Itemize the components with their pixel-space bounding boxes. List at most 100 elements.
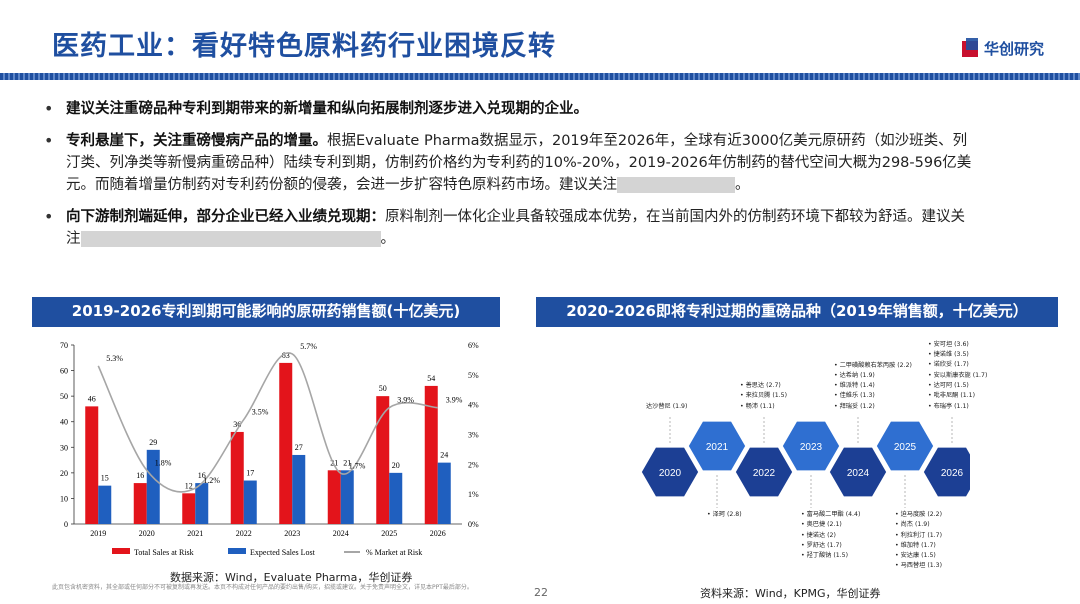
y2-tick-label: 4% <box>468 401 479 410</box>
bar-total-sales <box>279 362 293 524</box>
left-panel-divider <box>32 325 500 327</box>
y-tick-label: 10 <box>60 494 68 503</box>
bar-value-label: 63 <box>282 351 290 360</box>
drug-item: • 来拉贝腾 (1.5) <box>740 392 788 400</box>
drug-item: • 利拉利汀 (1.7) <box>895 531 943 539</box>
patent-timeline: 2020 2021 2022 2023 2024 2025 2026 <box>630 330 982 574</box>
bar-expected-lost <box>292 454 306 524</box>
drug-item: • 奥巴捷 (2.1) <box>801 521 842 529</box>
drug-item: • 马西替坦 (1.3) <box>895 562 943 570</box>
pct-market-line <box>97 352 438 493</box>
brand-logo-icon <box>961 37 978 57</box>
year-label: 2022 <box>753 468 776 479</box>
bar-value-label: 36 <box>233 420 241 429</box>
bullet-list: • 建议关注重磅品种专利到期带来的新增量和纵向拓展制剂逐步进入兑现期的企业。 •… <box>44 98 974 260</box>
year-hexagon <box>640 446 700 498</box>
bar-expected-lost <box>146 449 160 524</box>
bar-value-label: 54 <box>427 374 435 383</box>
drug-item: • 吡非尼酮 (1.1) <box>928 392 976 400</box>
bar-value-label: 16 <box>136 471 144 480</box>
redacted-block <box>617 177 735 193</box>
bar-value-label: 27 <box>295 443 303 452</box>
drug-item: • 罗舒达 (1.7) <box>801 541 842 549</box>
year-label: 2024 <box>847 468 870 479</box>
drug-list-below: • 富马酸二甲酯 (4.4) • 奥巴捷 (2.1) • 捷诺达 (2) • 罗舒达 … <box>801 510 860 561</box>
header-divider <box>0 73 1080 80</box>
year-hexagon <box>781 420 841 472</box>
x-tick-label: 2024 <box>333 529 349 538</box>
drug-item: • 拜瑞妥 (1.2) <box>834 402 875 410</box>
drug-list-above: • 二甲磺酸赖右苯丙胺 (2.2) • 达希纳 (1.9) • 维派特 (1.4) •… <box>834 361 912 412</box>
drug-item: • 迫马度胺 (2.2) <box>895 511 943 518</box>
bullet-end: 。 <box>735 177 750 193</box>
drug-item: • 达希纳 (1.9) <box>834 371 875 379</box>
disclaimer: 此页包含机密资料，其全部或任何部分不可被复制或再发送。本页不构成对任何产品的要约… <box>52 584 473 591</box>
x-tick-label: 2025 <box>381 529 397 538</box>
y2-tick-label: 0% <box>468 520 479 529</box>
bar-value-label: 21 <box>343 458 351 467</box>
line-value-label: 5.7% <box>300 342 317 351</box>
bullet-dot-icon: • <box>44 207 54 226</box>
bar-value-label: 20 <box>392 461 400 470</box>
drug-item: • 善思达 (2.7) <box>740 382 781 390</box>
year-hexagon <box>828 446 888 498</box>
bar-total-sales <box>376 396 390 524</box>
bar-value-label: 15 <box>101 474 109 483</box>
year-label: 2020 <box>659 468 682 479</box>
bar-total-sales <box>182 493 196 524</box>
bar-total-sales <box>85 406 99 524</box>
bullet-dot-icon: • <box>44 131 54 150</box>
line-value-label: 1.2% <box>203 476 220 485</box>
drug-item: • 安可坦 (3.6) <box>928 340 969 348</box>
bullet-item: • 向下游制剂端延伸，部分企业已经入业绩兑现期：原料制剂一体化企业具备较强成本优… <box>44 206 974 250</box>
drug-list-above: • 善思达 (2.7) • 来拉贝腾 (1.5) • 畅沛 (1.1) <box>740 381 787 412</box>
x-tick-label: 2021 <box>187 529 203 538</box>
y-tick-label: 60 <box>60 367 68 376</box>
brand-name: 华创研究 <box>983 40 1044 58</box>
bullet-item: • 建议关注重磅品种专利到期带来的新增量和纵向拓展制剂逐步进入兑现期的企业。 <box>44 98 974 120</box>
bar-expected-lost <box>340 470 354 524</box>
bullet-text: 原料制剂一体化企业具备较强成本优势，在当前国内外的仿制药环境下都较为舒适。建议关… <box>66 209 965 247</box>
drug-list-below: • 迫马度胺 (2.2) • 尚杰 (1.9) • 利拉利汀 (1.7) • 维加特 … <box>895 510 942 572</box>
line-value-label: 3.9% <box>446 396 463 405</box>
drug-item: • 维派特 (1.4) <box>834 382 875 390</box>
page-number: 22 <box>534 586 548 599</box>
bar-total-sales <box>230 431 244 524</box>
drug-item: • 达可阿 (1.5) <box>928 382 969 390</box>
y2-tick-label: 3% <box>468 431 479 440</box>
year-hexagon <box>734 446 794 498</box>
y-tick-label: 40 <box>60 418 68 427</box>
drug-list-above: 达沙替尼 (1.9) <box>646 402 687 412</box>
bar-expected-lost <box>243 480 257 524</box>
bullet-bold: 建议关注重磅品种专利到期带来的新增量和纵向拓展制剂逐步进入兑现期的企业。 <box>66 101 588 117</box>
bar-value-label: 24 <box>440 451 448 460</box>
x-tick-label: 2020 <box>139 529 155 538</box>
bullet-dot-icon: • <box>44 99 54 118</box>
y-tick-label: 30 <box>60 443 68 452</box>
line-value-label: 3.9% <box>397 396 414 405</box>
line-value-label: 3.5% <box>252 408 269 417</box>
bar-total-sales <box>424 385 438 524</box>
brand: 华创研究 <box>961 37 1044 59</box>
bar-expected-lost <box>98 485 112 524</box>
bullet-bold: 向下游制剂端延伸，部分企业已经入业绩兑现期： <box>66 209 385 225</box>
y2-tick-label: 5% <box>468 371 479 380</box>
y2-tick-label: 2% <box>468 460 479 469</box>
drug-item: • 泽珂 (2.8) <box>707 511 742 518</box>
bar-expected-lost <box>437 462 451 524</box>
drug-item: • 维加特 (1.7) <box>895 541 936 549</box>
bar-value-label: 46 <box>88 394 96 403</box>
y-tick-label: 70 <box>60 341 68 350</box>
bar-expected-lost <box>389 472 403 524</box>
year-hexagon <box>875 420 935 472</box>
legend-swatch <box>228 548 246 554</box>
drug-item: • 安以斯康衣旎 (1.7) <box>928 371 988 379</box>
line-value-label: 5.3% <box>106 354 123 363</box>
legend-label: Expected Sales Lost <box>250 548 316 557</box>
year-hexagon <box>922 446 982 498</box>
bar-total-sales <box>327 470 341 524</box>
line-value-label: 1.8% <box>155 458 172 467</box>
drug-item: 达沙替尼 (1.9) <box>646 402 688 410</box>
legend-label: % Market at Risk <box>366 548 422 557</box>
bullet-text: 根据Evaluate Pharma数据显示，2019年至2026年，全球有近30… <box>66 133 972 193</box>
